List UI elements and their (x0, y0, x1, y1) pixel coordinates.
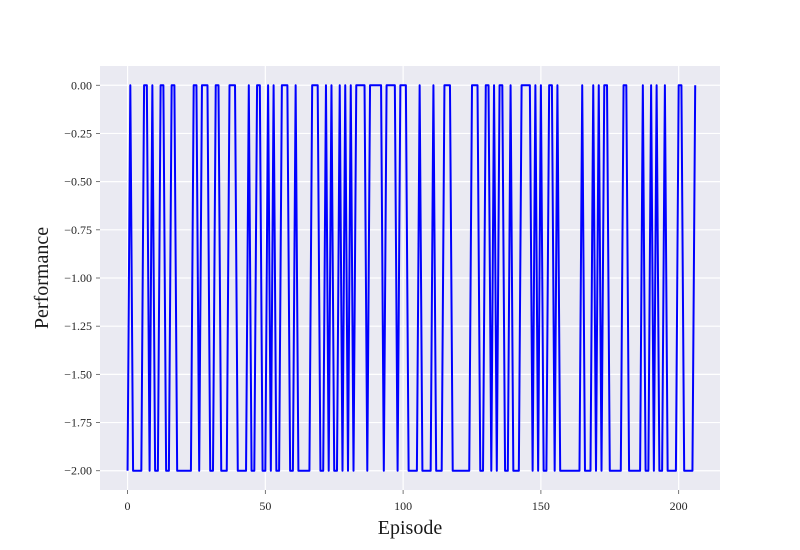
x-axis-ticks: 0 50 100 150 200 (125, 490, 688, 513)
y-tick-label: −0.75 (64, 223, 92, 237)
y-tick-label: −0.50 (64, 175, 92, 189)
y-tick-label: −1.00 (64, 271, 92, 285)
series-line-0 (126, 84, 697, 472)
x-tick-label: 200 (670, 499, 688, 513)
x-tick-label: 100 (394, 499, 412, 513)
x-axis-title: Episode (378, 517, 443, 539)
y-tick-label: −1.25 (64, 319, 92, 333)
y-tick-label: −1.75 (64, 416, 92, 430)
x-tick-label: 0 (125, 499, 131, 513)
x-tick-label: 150 (532, 499, 550, 513)
y-tick-label: 0.00 (71, 78, 92, 92)
y-tick-label: −2.00 (64, 464, 92, 478)
series-layer (126, 84, 697, 472)
x-tick-label: 50 (259, 499, 271, 513)
y-tick-label: −0.25 (64, 126, 92, 140)
y-axis-title: Performance (31, 227, 53, 329)
y-axis-ticks: 0.00 −0.25 −0.50 −0.75 −1.00 −1.25 −1.50 −1.75 −… (64, 78, 100, 478)
y-tick-label: −1.50 (64, 367, 92, 381)
